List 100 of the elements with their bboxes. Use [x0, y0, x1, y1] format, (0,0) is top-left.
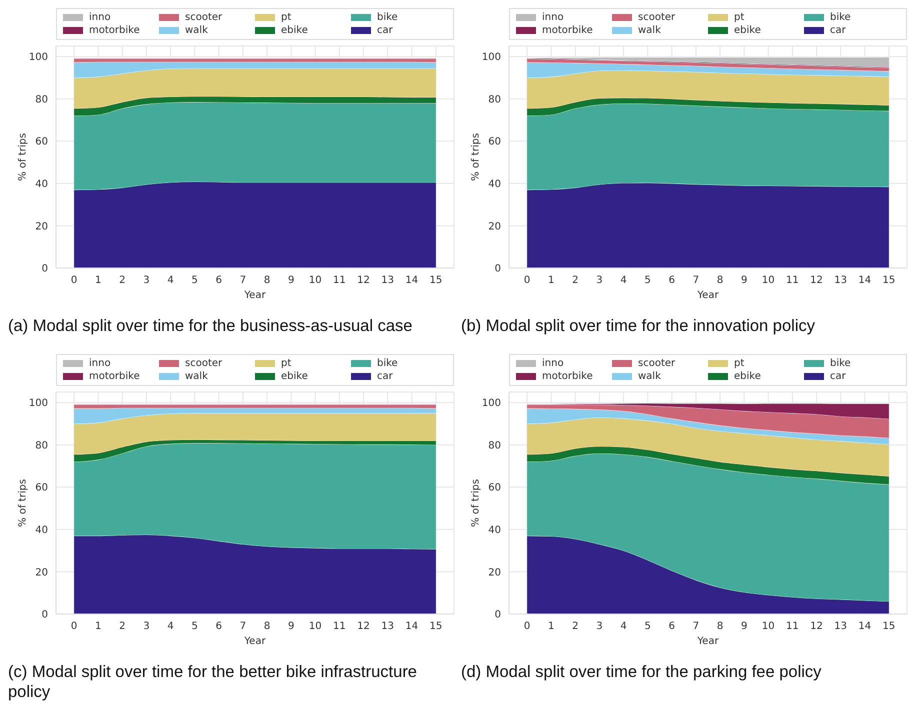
y-tick-label: 20 [488, 221, 501, 232]
x-tick-label: 0 [524, 621, 530, 632]
x-tick-label: 0 [70, 621, 78, 632]
y-tick-label: 20 [35, 221, 48, 232]
x-tick-label: 6 [668, 275, 676, 286]
x-tick-label: 7 [692, 621, 700, 632]
x-tick-label: 11 [333, 275, 346, 286]
legend-label: bike [377, 358, 398, 369]
x-tick-label: 5 [644, 275, 651, 286]
legend-label: motorbike [89, 25, 140, 36]
x-tick-label: 10 [762, 275, 775, 286]
x-tick-label: 1 [548, 621, 554, 632]
y-tick-label: 60 [35, 136, 48, 148]
y-tick-label: 100 [482, 52, 501, 64]
legend-label: ebike [281, 371, 308, 382]
x-tick-label: 13 [834, 621, 848, 632]
x-tick-label: 15 [882, 621, 896, 632]
y-tick-label: 100 [28, 398, 48, 410]
legend-label: pt [281, 358, 292, 369]
x-tick-label: 5 [192, 621, 198, 632]
x-tick-label: 7 [240, 621, 246, 632]
legend-label: car [830, 371, 846, 382]
legend-label: walk [185, 25, 208, 36]
x-tick-label: 2 [572, 621, 579, 632]
legend-label: walk [638, 371, 661, 382]
legend-label: ebike [734, 25, 761, 36]
x-tick-label: 0 [70, 275, 78, 286]
x-tick-label: 12 [810, 621, 823, 632]
x-axis-title: Year [696, 636, 720, 647]
x-tick-label: 15 [430, 275, 442, 286]
x-tick-label: 14 [858, 621, 872, 632]
legend-label: scooter [185, 12, 222, 23]
x-tick-label: 3 [143, 621, 150, 632]
y-tick-label: 60 [488, 136, 501, 148]
x-tick-label: 11 [333, 621, 346, 632]
y-tick-label: 0 [494, 264, 501, 275]
text: (c) Modal split over time for the better bike infrastructure policy [8, 662, 418, 702]
legend-label: car [830, 25, 846, 36]
legend-label: car [377, 371, 393, 382]
x-tick-label: 6 [216, 621, 222, 632]
legend-label: bike [377, 12, 398, 23]
y-axis-title: % of trips [470, 133, 482, 181]
x-tick-label: 15 [882, 275, 896, 286]
x-tick-label: 2 [572, 275, 579, 286]
x-tick-label: 3 [596, 621, 603, 632]
legend-label: bike [830, 358, 851, 369]
y-axis-title: % of trips [18, 479, 29, 527]
legend-label: motorbike [542, 371, 593, 382]
x-tick-label: 6 [216, 275, 222, 286]
x-tick-label: 3 [143, 275, 150, 286]
x-tick-label: 1 [95, 621, 102, 632]
x-tick-label: 0 [524, 275, 530, 286]
x-tick-label: 13 [381, 621, 394, 632]
x-axis-title: Year [243, 636, 266, 647]
x-tick-label: 1 [95, 275, 102, 286]
y-tick-label: 80 [488, 440, 501, 452]
y-tick-label: 40 [488, 178, 501, 190]
x-tick-label: 4 [620, 275, 627, 286]
y-tick-label: 100 [482, 398, 501, 410]
y-tick-label: 0 [42, 610, 48, 621]
x-tick-label: 10 [308, 621, 322, 632]
x-tick-label: 14 [405, 621, 418, 632]
legend-label: inno [89, 12, 111, 23]
legend-label: car [377, 25, 393, 36]
y-axis-title: % of trips [470, 479, 482, 527]
legend-label: scooter [638, 12, 676, 23]
legend-label: motorbike [542, 25, 593, 36]
x-tick-label: 11 [786, 275, 799, 286]
x-tick-label: 14 [405, 275, 418, 286]
x-tick-label: 15 [430, 621, 442, 632]
legend-label: inno [542, 12, 564, 23]
x-tick-label: 9 [740, 275, 748, 286]
legend-label: scooter [638, 358, 676, 369]
y-tick-label: 40 [35, 178, 48, 190]
x-tick-label: 8 [716, 621, 724, 632]
y-tick-label: 40 [488, 524, 501, 536]
x-tick-label: 12 [357, 621, 370, 632]
x-tick-label: 7 [240, 275, 246, 286]
x-tick-label: 9 [288, 275, 294, 286]
y-tick-label: 0 [42, 264, 48, 275]
y-tick-label: 80 [488, 94, 501, 106]
x-axis-title: Year [243, 290, 266, 301]
x-tick-label: 8 [716, 275, 724, 286]
x-tick-label: 10 [308, 275, 322, 286]
legend-label: inno [89, 358, 111, 369]
legend-label: scooter [185, 358, 222, 369]
x-tick-label: 2 [119, 621, 126, 632]
x-tick-label: 4 [167, 621, 174, 632]
y-tick-label: 80 [35, 440, 48, 452]
legend-label: pt [281, 12, 292, 23]
x-tick-label: 2 [119, 275, 126, 286]
x-tick-label: 5 [644, 621, 651, 632]
legend-label: ebike [734, 371, 761, 382]
legend-label: pt [734, 12, 744, 23]
x-tick-label: 4 [620, 621, 627, 632]
x-tick-label: 9 [288, 621, 294, 632]
x-tick-label: 12 [810, 275, 823, 286]
x-tick-label: 11 [786, 621, 799, 632]
legend-label: walk [638, 25, 661, 36]
x-tick-label: 5 [192, 275, 198, 286]
